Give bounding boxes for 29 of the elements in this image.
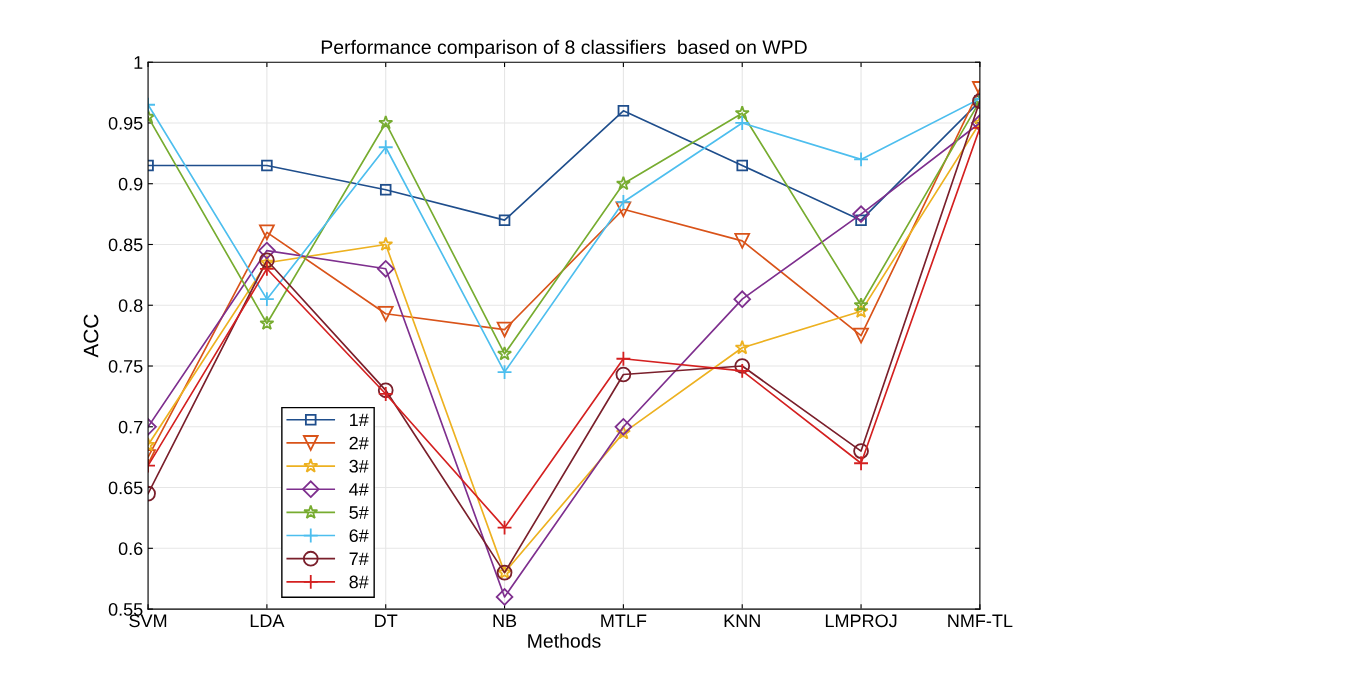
x-tick-label: NB	[493, 614, 517, 628]
legend-label: 4#	[349, 483, 369, 496]
chart-title: Performance comparison of 8 classifiers based on WPD	[321, 39, 807, 58]
y-tick-label: 0.6	[118, 542, 143, 556]
legend-label: 2#	[349, 436, 369, 450]
x-tick-label: DT	[375, 614, 398, 628]
x-tick-label: KNN	[724, 614, 760, 628]
y-tick-label: 0.9	[118, 177, 143, 191]
legend-label: 3#	[349, 459, 369, 473]
x-tick-label: MTLF	[601, 614, 647, 628]
y-tick-label: 0.95	[108, 116, 143, 130]
legend-label: 1#	[350, 413, 369, 427]
y-tick-label: 0.8	[118, 299, 143, 312]
legend-label: 5#	[349, 506, 369, 519]
y-tick-label: 0.65	[108, 481, 143, 495]
y-tick-label: 0.85	[108, 238, 143, 252]
x-tick-label: NMF-TL	[948, 614, 1013, 628]
x-axis-title: Methods	[528, 633, 601, 648]
y-tick-label: 0.75	[108, 359, 143, 373]
y-tick-label: 0.55	[108, 603, 143, 616]
legend-label: 7#	[349, 552, 369, 565]
y-axis-title: ACC	[83, 314, 99, 358]
legend-label: 6#	[349, 529, 369, 543]
y-tick-label: 0.7	[118, 420, 143, 434]
legend-label: 8#	[349, 575, 369, 589]
x-tick-label: LDA	[250, 614, 285, 628]
x-tick-label: SVM	[129, 614, 167, 628]
x-tick-label: LMPROJ	[825, 614, 897, 628]
y-tick-label: 1	[134, 56, 143, 69]
